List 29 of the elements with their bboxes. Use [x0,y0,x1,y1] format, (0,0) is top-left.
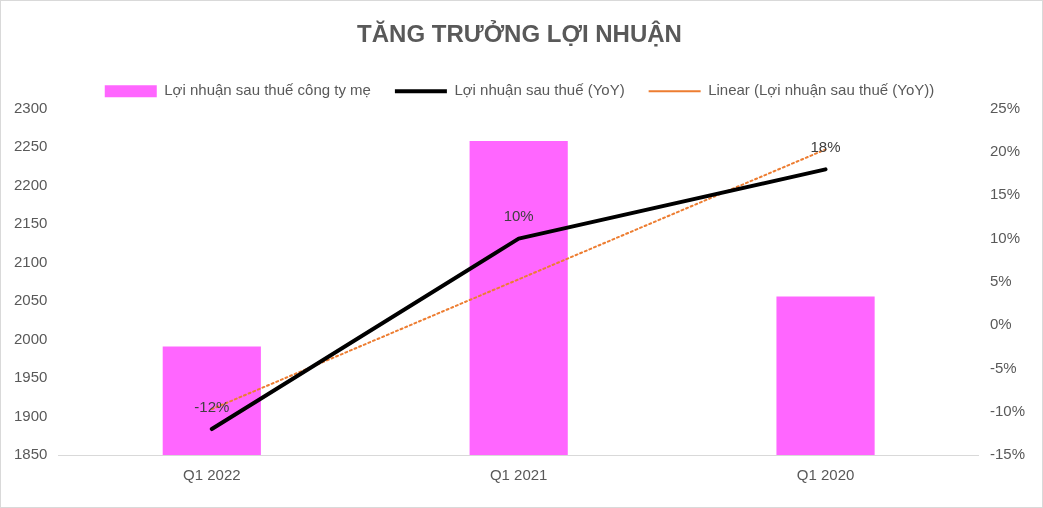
x-tick-label: Q1 2020 [796,466,855,484]
x-tick-label: Q1 2021 [489,466,548,484]
y-tick-label: 2200 [13,175,48,193]
y2-tick-label: 20% [989,142,1021,160]
y-tick-label: 2250 [13,137,48,155]
y2-tick-label: 5% [989,272,1012,290]
y2-tick-label: -10% [989,401,1026,419]
y-tick-label: 1950 [13,368,48,386]
data-label: -12% [194,397,230,415]
x-tick-label: Q1 2022 [183,466,241,484]
y2-tick-label: 25% [989,98,1021,116]
y2-tick-label: 15% [989,185,1021,203]
y2-tick-label: -5% [989,358,1017,376]
y-tick-label: 2100 [13,252,48,270]
y-tick-label: 1850 [13,445,48,463]
y2-tick-label: 10% [989,228,1021,246]
data-label: 10% [503,207,534,225]
y-tick-label: 2000 [13,329,48,347]
data-label: 18% [810,138,841,156]
legend-label: Lợi nhuận sau thuế công ty mẹ [164,81,371,99]
y-tick-label: 1900 [13,406,48,424]
chart-title: TĂNG TRƯỞNG LỢI NHUẬN [357,19,682,48]
y2-tick-label: -15% [989,445,1026,463]
y2-tick-label: 0% [989,315,1012,333]
y-tick-label: 2300 [13,98,48,116]
y-tick-label: 2050 [13,291,48,309]
legend-label: Lợi nhuận sau thuế (YoY) [454,81,625,99]
legend-label: Linear (Lợi nhuận sau thuế (YoY)) [708,81,935,99]
y-tick-label: 2150 [13,214,48,232]
